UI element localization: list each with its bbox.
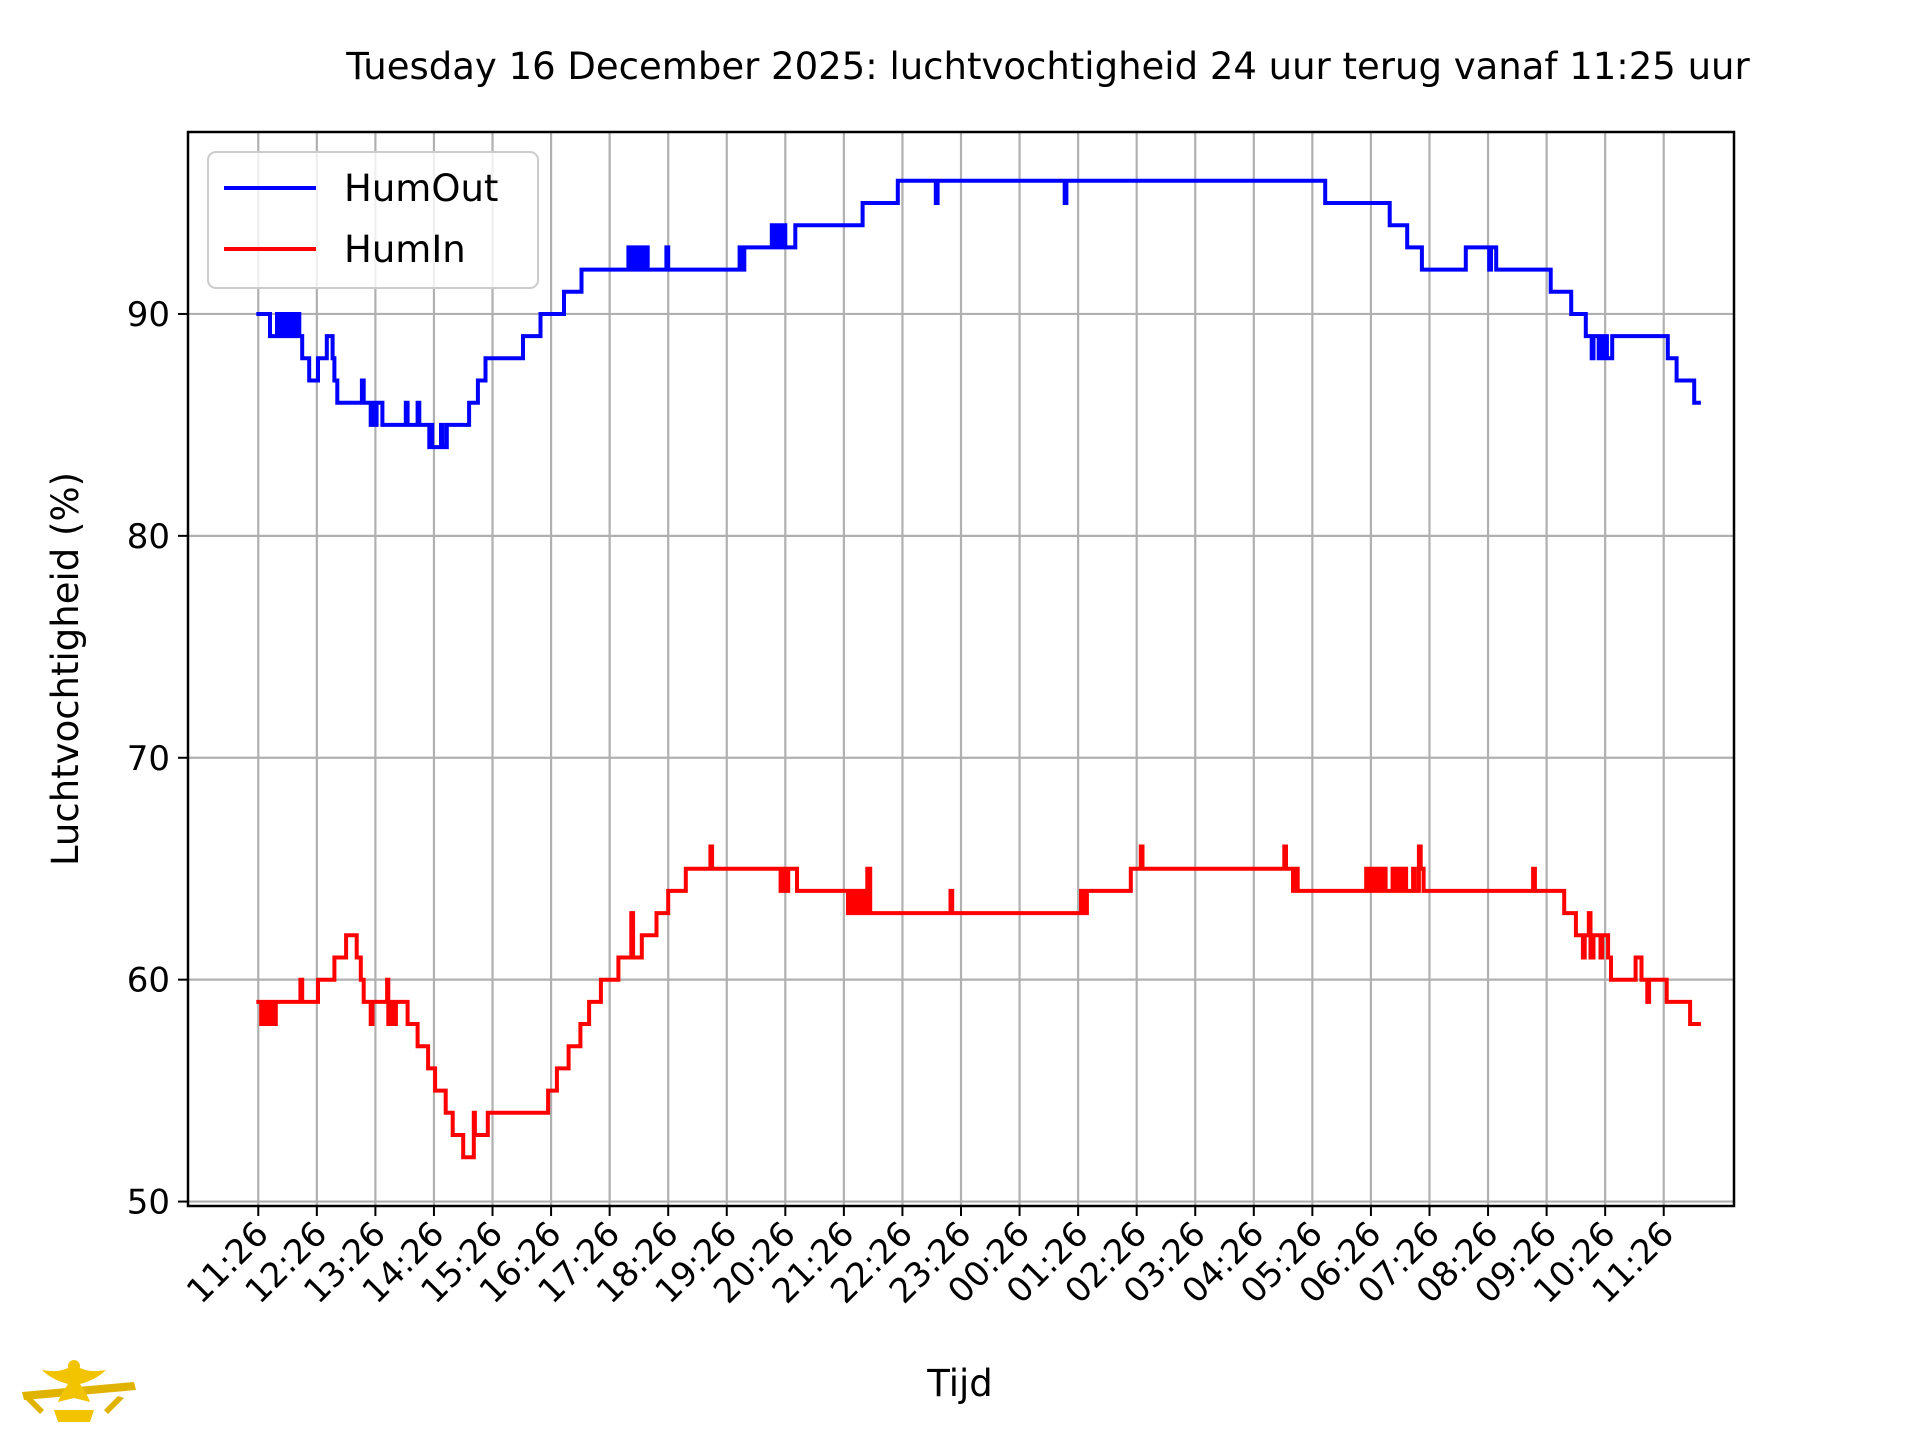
series-line-humin	[256, 844, 1701, 1160]
series-lines	[256, 178, 1701, 1160]
legend-label-humout: HumOut	[344, 167, 498, 210]
legend: HumOut HumIn	[207, 151, 539, 289]
y-axis-label: Luchtvochtigheid (%)	[44, 472, 87, 866]
chart-title: Tuesday 16 December 2025: luchtvochtighe…	[345, 45, 1750, 88]
y-tick-label: 50	[127, 1183, 170, 1223]
y-tick-label: 60	[127, 961, 170, 1001]
y-axis-ticks: 50 60 70 80 90	[127, 295, 188, 1223]
eagle-logo-icon	[22, 1360, 136, 1422]
x-axis-label: Tijd	[926, 1362, 993, 1405]
legend-label-humin: HumIn	[344, 228, 466, 271]
y-tick-label: 70	[127, 739, 170, 779]
y-tick-label: 80	[127, 517, 170, 557]
y-tick-label: 90	[127, 295, 170, 335]
series-line-humout	[256, 178, 1701, 450]
grid-lines	[188, 132, 1734, 1206]
